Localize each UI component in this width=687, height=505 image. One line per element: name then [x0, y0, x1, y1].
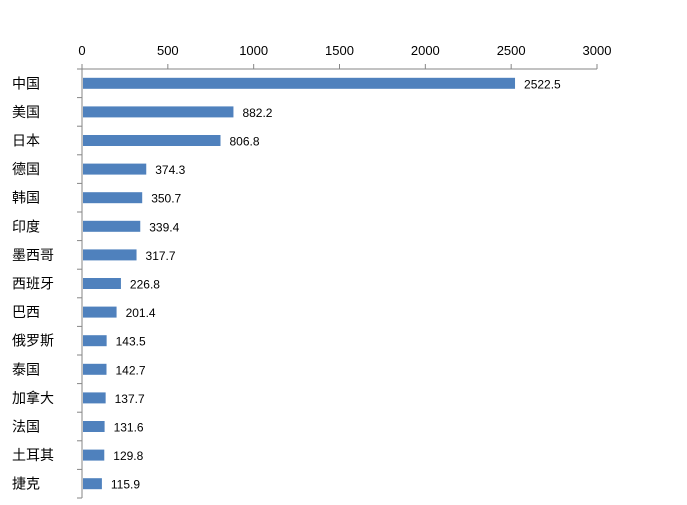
category-label: 加拿大	[12, 390, 54, 407]
value-label: 137.7	[115, 392, 145, 406]
category-label: 巴西	[12, 305, 40, 321]
value-label: 115.9	[111, 478, 140, 492]
category-label: 日本	[12, 134, 40, 150]
value-label: 142.7	[115, 363, 145, 377]
category-label: 中国	[12, 76, 40, 92]
x-tick-label: 0	[78, 43, 85, 58]
category-label: 美国	[12, 105, 40, 121]
x-tick-label: 1500	[325, 43, 354, 58]
bar	[83, 363, 107, 375]
bar	[83, 421, 105, 432]
category-label: 韩国	[12, 191, 40, 207]
bar	[83, 77, 516, 89]
category-label: 泰国	[12, 362, 40, 378]
category-label: 墨西哥	[12, 248, 54, 264]
bars-group	[83, 77, 516, 490]
value-label: 317.7	[146, 249, 176, 263]
bar	[83, 278, 121, 289]
value-label: 806.8	[230, 135, 260, 149]
value-label: 350.7	[151, 192, 181, 206]
bar	[83, 478, 102, 490]
value-label: 374.3	[155, 163, 185, 177]
bar	[83, 249, 137, 261]
value-label: 226.8	[130, 278, 160, 292]
axes-group: 0 500 1000 1500 2000 2500 3000	[77, 43, 612, 499]
bar	[83, 163, 147, 175]
x-tick-label: 3000	[583, 43, 612, 58]
bar	[83, 449, 105, 461]
category-label: 德国	[12, 162, 40, 178]
value-label: 129.8	[113, 449, 143, 463]
category-label: 西班牙	[12, 277, 54, 293]
x-tick-label: 2500	[497, 43, 526, 58]
category-label: 印度	[12, 219, 40, 235]
x-tick-label: 2000	[411, 43, 440, 58]
category-label: 土耳其	[12, 448, 54, 464]
value-label: 201.4	[126, 306, 156, 320]
category-label: 捷克	[12, 477, 40, 493]
bar	[83, 135, 221, 146]
value-label: 339.4	[149, 220, 179, 234]
bar	[83, 306, 117, 318]
bar	[83, 220, 141, 232]
category-label: 法国	[12, 420, 40, 436]
labels-group: 中国 2522.5 美国 882.2 日本 806.8 德国 374.3 韩国 350.7 印度 33…	[12, 76, 561, 492]
bar	[83, 392, 106, 404]
value-label: 2522.5	[524, 77, 561, 91]
x-tick-label: 1000	[239, 43, 268, 58]
value-label: 143.5	[116, 335, 146, 349]
bar	[83, 192, 143, 204]
bar	[83, 106, 234, 118]
bar	[83, 335, 107, 347]
x-tick-label: 500	[157, 43, 179, 58]
category-label: 俄罗斯	[12, 334, 54, 350]
value-label: 882.2	[242, 106, 272, 120]
value-label: 131.6	[114, 421, 144, 435]
